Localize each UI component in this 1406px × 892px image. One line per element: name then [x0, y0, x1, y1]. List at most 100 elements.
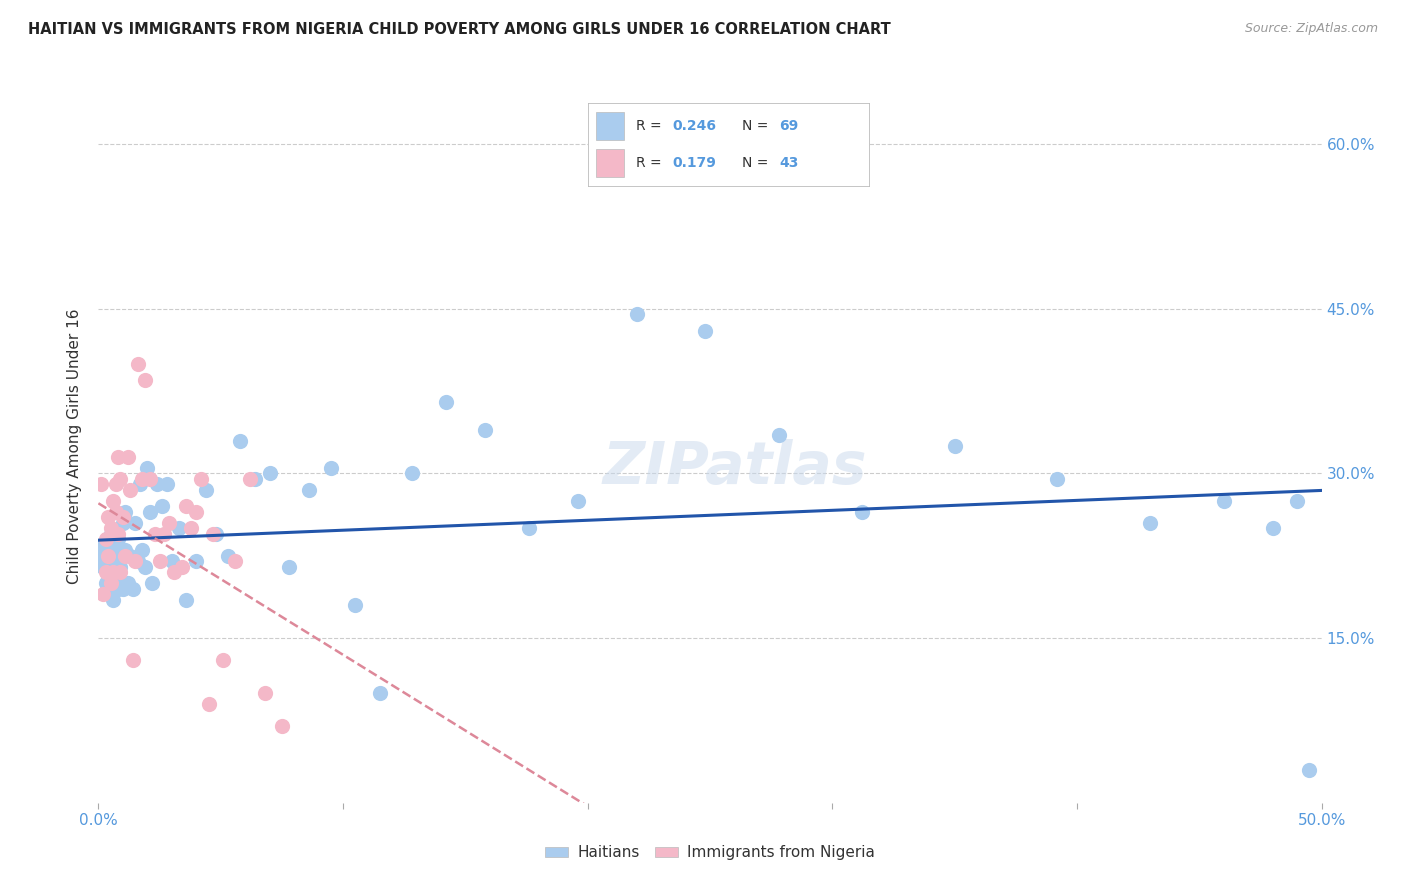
Point	[167, 521, 190, 535]
Point	[127, 554, 149, 568]
Point	[139, 472, 162, 486]
Point	[120, 483, 142, 497]
Point	[319, 461, 342, 475]
Point	[94, 533, 117, 547]
Point	[131, 472, 153, 486]
Point	[107, 582, 129, 596]
Point	[1212, 494, 1234, 508]
Text: R =: R =	[636, 119, 665, 133]
Point	[768, 428, 790, 442]
Point	[100, 521, 122, 535]
Point	[567, 494, 589, 508]
Point	[1298, 763, 1320, 777]
Point	[401, 467, 423, 481]
Point	[1139, 516, 1161, 530]
FancyBboxPatch shape	[596, 112, 624, 140]
Point	[474, 423, 496, 437]
Point	[104, 576, 127, 591]
Point	[100, 576, 122, 591]
Point	[146, 477, 169, 491]
Text: ZIPatlas: ZIPatlas	[602, 439, 866, 496]
Point	[101, 494, 124, 508]
Point	[94, 566, 117, 580]
Point	[127, 357, 149, 371]
Text: 69: 69	[779, 119, 799, 133]
Point	[176, 592, 198, 607]
Point	[298, 483, 321, 497]
Point	[90, 549, 112, 563]
Legend: Haitians, Immigrants from Nigeria: Haitians, Immigrants from Nigeria	[538, 839, 882, 866]
Point	[100, 582, 122, 596]
Point	[90, 477, 112, 491]
Point	[124, 554, 146, 568]
Point	[344, 598, 367, 612]
Point	[186, 505, 208, 519]
Point	[197, 697, 219, 711]
Text: N =: N =	[742, 119, 773, 133]
Point	[111, 516, 134, 530]
Point	[114, 505, 136, 519]
Point	[110, 472, 132, 486]
Point	[94, 554, 117, 568]
Point	[150, 500, 173, 514]
Point	[163, 566, 186, 580]
Point	[239, 472, 262, 486]
Point	[129, 477, 152, 491]
Point	[97, 566, 120, 580]
Point	[111, 510, 134, 524]
Point	[117, 450, 139, 464]
Point	[160, 554, 183, 568]
Point	[121, 653, 143, 667]
Point	[270, 719, 294, 733]
Point	[101, 566, 124, 580]
Point	[120, 549, 142, 563]
Point	[368, 686, 391, 700]
Point	[943, 439, 966, 453]
Point	[104, 543, 127, 558]
Point	[205, 526, 228, 541]
Point	[110, 549, 132, 563]
Point	[104, 477, 127, 491]
Point	[851, 505, 873, 519]
Point	[101, 566, 124, 580]
Text: HAITIAN VS IMMIGRANTS FROM NIGERIA CHILD POVERTY AMONG GIRLS UNDER 16 CORRELATIO: HAITIAN VS IMMIGRANTS FROM NIGERIA CHILD…	[28, 22, 891, 37]
Point	[141, 576, 163, 591]
Point	[253, 686, 276, 700]
Point	[1046, 472, 1069, 486]
Text: 0.246: 0.246	[672, 119, 716, 133]
Point	[91, 587, 114, 601]
Point	[97, 543, 120, 558]
Point	[176, 500, 198, 514]
Point	[91, 559, 114, 574]
Text: 43: 43	[779, 155, 799, 169]
Point	[114, 543, 136, 558]
Point	[110, 566, 132, 580]
Point	[153, 526, 176, 541]
Point	[107, 450, 129, 464]
Point	[104, 505, 127, 519]
FancyBboxPatch shape	[596, 149, 624, 178]
Point	[217, 549, 239, 563]
Point	[97, 549, 120, 563]
Text: Source: ZipAtlas.com: Source: ZipAtlas.com	[1244, 22, 1378, 36]
Point	[1261, 521, 1284, 535]
Point	[278, 559, 301, 574]
Point	[190, 472, 212, 486]
Point	[195, 483, 218, 497]
Y-axis label: Child Poverty Among Girls Under 16: Child Poverty Among Girls Under 16	[67, 309, 83, 583]
Point	[111, 582, 134, 596]
Point	[101, 549, 124, 563]
Point	[136, 461, 159, 475]
Point	[94, 576, 117, 591]
Point	[91, 538, 114, 552]
Text: N =: N =	[742, 155, 773, 169]
Point	[101, 592, 124, 607]
Text: R =: R =	[636, 155, 665, 169]
Point	[121, 582, 143, 596]
Point	[104, 559, 127, 574]
Point	[131, 543, 153, 558]
Point	[97, 510, 120, 524]
Point	[224, 554, 246, 568]
Point	[229, 434, 252, 448]
Point	[259, 467, 281, 481]
